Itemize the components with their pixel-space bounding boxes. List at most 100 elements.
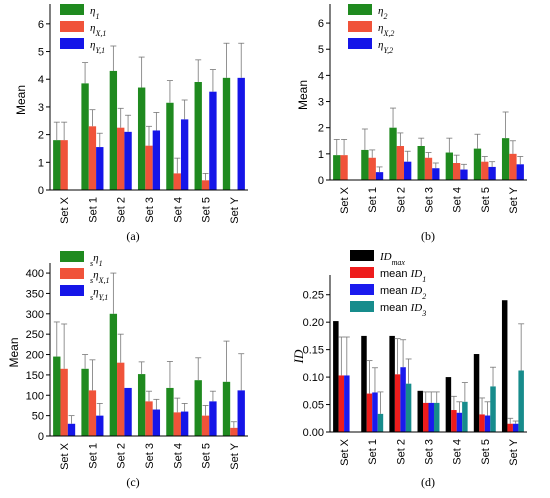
bar-b-s0-c1: [361, 149, 369, 180]
chart-panel-b: 0 1 2 3 4 5 6 Set X Set 1 Set 2 Set 3 Set 4 Set 5 Set…: [296, 4, 527, 243]
x-tick-label: Set 1: [87, 443, 99, 469]
legend-entry: mean ID2: [380, 285, 426, 301]
bar-c-s0-c3: [137, 374, 146, 436]
x-tick-label: Set 2: [116, 443, 128, 469]
bar-d-s3-c2: [405, 383, 412, 432]
legend-entry: mean ID3: [380, 302, 426, 318]
legend-swatch: [348, 21, 372, 32]
x-tick-label: Set 1: [367, 187, 379, 213]
legend-swatch: [350, 250, 374, 261]
x-tick-label: Set 1: [367, 439, 379, 465]
bar-c-s2-c1: [96, 415, 104, 436]
bar-d-s0-c2: [389, 335, 395, 432]
legend-entry: η1: [90, 5, 99, 21]
x-tick-label: Set 5: [201, 197, 213, 223]
bar-d-s2-c6: [512, 423, 519, 432]
legend-entry: ηX,1: [90, 22, 106, 38]
y-tick-label: 200: [26, 350, 44, 362]
bar-c-s1-c3: [145, 401, 153, 436]
bar-c-s2-c4: [180, 411, 189, 436]
y-tick-label: 0.10: [303, 372, 324, 384]
bar-b-s0-c3: [417, 146, 425, 180]
bar-d-s3-c4: [462, 401, 468, 432]
bar-b-s2-c4: [460, 169, 468, 180]
x-tick-label: Set 3: [144, 197, 156, 223]
y-tick-label: 0: [318, 175, 324, 187]
bar-c-s0-c4: [166, 387, 174, 436]
bar-a-s1-c5: [201, 180, 210, 190]
y-tick-label: 0.00: [303, 427, 324, 439]
bar-c-s1-c6: [230, 427, 238, 436]
y-tick-label: 0.05: [303, 400, 324, 412]
x-tick-label: Set 2: [395, 439, 407, 465]
bar-d-s3-c3: [433, 402, 440, 432]
bar-a-s0-c2: [109, 70, 118, 190]
y-tick-label: 250: [26, 329, 44, 341]
bar-a-s0-c5: [194, 82, 202, 190]
legend-swatch: [60, 21, 84, 32]
bar-b-s2-c2: [404, 161, 412, 180]
bar-d-s1-c1: [366, 393, 373, 432]
x-tick-label: Set Y: [508, 186, 520, 213]
legend-entry: η2: [378, 5, 387, 21]
x-tick-label: Set X: [59, 196, 71, 224]
x-tick-label: Set 3: [424, 439, 436, 465]
y-tick-label: 150: [26, 370, 44, 382]
x-tick-label: Set X: [59, 442, 71, 470]
x-tick-label: Set 4: [172, 443, 184, 469]
x-tick-label: Set 1: [87, 197, 99, 223]
bar-a-s1-c3: [145, 145, 153, 190]
bar-a-s2-c1: [96, 147, 104, 190]
y-tick-label: 4: [318, 70, 324, 82]
legend-swatch: [348, 4, 372, 15]
y-tick-label: 0.25: [303, 290, 324, 302]
x-tick-label: Set 5: [201, 443, 213, 469]
bar-d-s0-c5: [473, 354, 480, 432]
y-tick-label: 1: [38, 157, 44, 169]
legend-entry: mean ID1: [380, 268, 426, 284]
y-tick-label: 5: [318, 44, 324, 56]
x-tick-label: Set 5: [480, 187, 492, 213]
bar-b-s2-c6: [516, 164, 524, 180]
legend-entry: ηY,1: [90, 39, 105, 55]
x-tick-label: Set X: [339, 438, 351, 466]
y-tick-label: 1: [318, 149, 324, 161]
y-tick-label: 0.20: [303, 317, 324, 329]
bar-a-s2-c2: [124, 131, 132, 190]
bar-c-s1-c2: [117, 362, 125, 436]
bar-d-s0-c0: [333, 321, 339, 432]
bar-b-s2-c5: [488, 166, 496, 180]
y-tick-label: 300: [26, 309, 44, 321]
x-tick-label: Set Y: [229, 196, 241, 223]
bar-a-s0-c1: [81, 83, 89, 190]
y-axis-label: ID: [291, 349, 306, 364]
legend-swatch: [60, 38, 84, 49]
legend-swatch: [350, 267, 374, 278]
bar-c-s0-c2: [109, 313, 118, 436]
x-tick-label: Set 3: [424, 187, 436, 213]
panel-label: (c): [126, 475, 139, 489]
bar-c-s2-c5: [209, 401, 217, 436]
bar-d-s1-c2: [394, 374, 401, 432]
panel-label: (d): [421, 475, 435, 489]
bar-a-s2-c5: [209, 91, 217, 190]
bar-d-s2-c1: [372, 392, 378, 432]
bar-d-s2-c4: [456, 412, 463, 432]
bar-b-s1-c0: [340, 155, 348, 180]
legend-entry: sη1: [90, 252, 103, 268]
bar-b-s0-c4: [445, 152, 453, 180]
x-tick-label: Set 5: [480, 439, 492, 465]
bar-b-s2-c1: [375, 172, 384, 180]
y-tick-label: 4: [38, 74, 44, 86]
bar-c-s0-c0: [53, 356, 61, 436]
y-tick-label: 0.15: [303, 345, 324, 357]
x-tick-label: Set 4: [172, 197, 184, 223]
x-tick-label: Set 2: [395, 187, 407, 213]
y-tick-label: 100: [26, 390, 44, 402]
y-tick-label: 50: [32, 411, 44, 423]
bar-a-s1-c1: [88, 126, 97, 190]
x-tick-label: Set 4: [452, 187, 464, 213]
bar-c-s2-c6: [237, 390, 245, 436]
chart-panel-a: 0 1 2 3 4 5 6 Set X Set 1 Set 2 Set 3 Set 4 Set 5 Set…: [14, 4, 248, 243]
y-axis-label: Mean: [7, 337, 21, 367]
